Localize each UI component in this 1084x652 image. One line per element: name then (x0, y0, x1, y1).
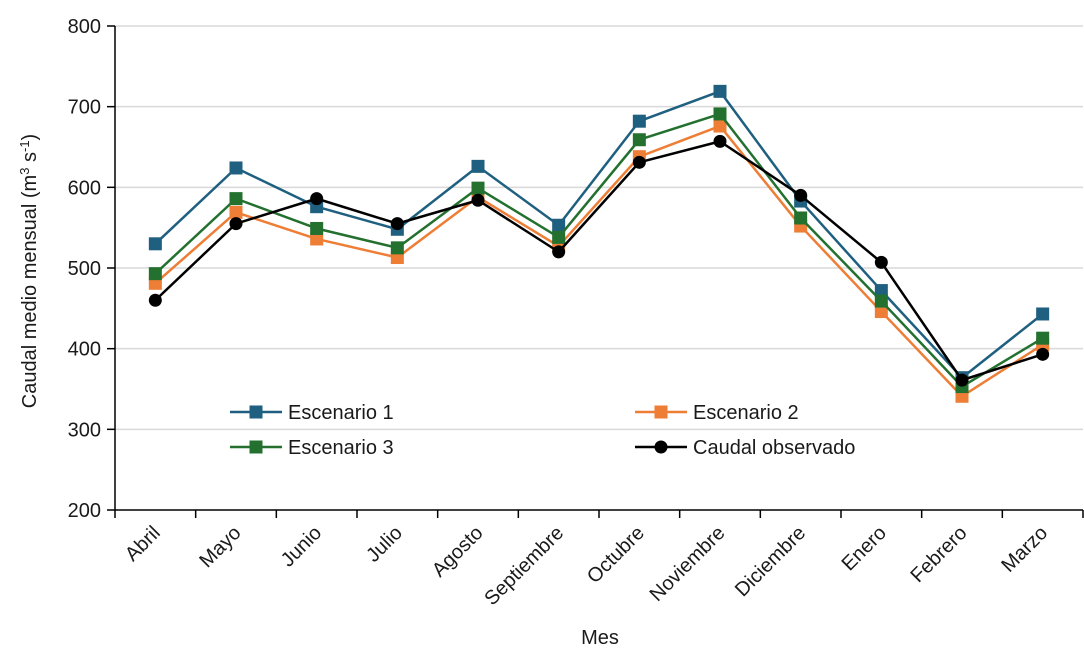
data-point (955, 373, 969, 387)
y-axis-title-main: Caudal medio mensual (m (19, 175, 41, 408)
data-point (794, 188, 808, 202)
data-point (632, 133, 646, 147)
data-point (310, 221, 324, 235)
data-point (390, 241, 404, 255)
series-2 (148, 119, 1050, 403)
data-point (1036, 347, 1050, 361)
series-line (154, 112, 1044, 388)
x-tick-label: Agosto (428, 522, 488, 582)
series-line (154, 124, 1044, 398)
data-point (471, 159, 485, 173)
legend-item: Escenario 1 (230, 402, 394, 424)
data-point (713, 107, 727, 121)
data-point (229, 205, 243, 219)
data-point (471, 193, 485, 207)
y-tick-label: 500 (68, 258, 101, 280)
data-point (390, 217, 404, 231)
data-point (148, 293, 162, 307)
data-point (713, 134, 727, 148)
x-axis-title: Mes (581, 627, 619, 649)
x-tick-label: Julio (362, 522, 407, 567)
data-point (713, 84, 727, 98)
data-point (1036, 307, 1050, 321)
data-point (552, 218, 566, 232)
legend-label: Escenario 3 (288, 437, 394, 459)
x-tick-label: Octubre (583, 522, 649, 588)
data-point (632, 155, 646, 169)
legend-label: Caudal observado (693, 437, 855, 459)
series-3 (148, 107, 1050, 394)
y-axis: 200 300 400 500 600 700 800 (68, 16, 116, 522)
data-point (148, 237, 162, 251)
x-tick-label: Febrero (906, 522, 971, 587)
x-tick-label: Abril (121, 522, 165, 566)
data-point (713, 119, 727, 133)
legend-marker (654, 440, 668, 454)
y-tick-label: 300 (68, 419, 101, 441)
y-axis-title: Caudal medio mensual (m3 s-1) (17, 134, 42, 408)
y-tick-label: 700 (68, 97, 101, 119)
y-axis-title-sup1: 3 (17, 168, 32, 175)
x-tick-label: Septiembre (480, 522, 568, 610)
legend-marker (249, 440, 263, 454)
x-tick-label: Junio (277, 522, 326, 571)
legend-label: Escenario 1 (288, 402, 394, 424)
legend-marker (249, 405, 263, 419)
data-point (552, 245, 566, 259)
x-tick-label: Mayo (195, 522, 245, 572)
data-point (310, 192, 324, 206)
series-layer (148, 84, 1050, 403)
y-axis-title-sup2: -1 (17, 140, 32, 152)
gridlines (115, 25, 1083, 431)
legend-marker (654, 405, 668, 419)
data-point (148, 267, 162, 281)
series-4 (148, 134, 1050, 387)
y-axis-title-mid: s (19, 152, 41, 168)
y-tick-label: 600 (68, 177, 101, 199)
data-point (632, 114, 646, 128)
data-point (229, 192, 243, 206)
series-line (154, 140, 1044, 382)
legend-item: Escenario 3 (230, 437, 394, 459)
data-point (471, 181, 485, 195)
data-point (874, 255, 888, 269)
data-point (874, 294, 888, 308)
data-point (874, 284, 888, 298)
x-tick-label: Marzo (997, 522, 1052, 577)
legend-item: Escenario 2 (635, 402, 799, 424)
data-point (229, 161, 243, 175)
series-1 (148, 84, 1050, 385)
y-tick-label: 200 (68, 500, 101, 522)
x-tick-label: Diciembre (731, 522, 810, 601)
data-point (229, 217, 243, 231)
y-tick-label: 800 (68, 16, 101, 38)
data-point (552, 230, 566, 244)
series-line (154, 90, 1044, 379)
x-tick-label: Noviembre (646, 522, 730, 606)
legend-item: Caudal observado (635, 437, 855, 459)
data-point (1036, 331, 1050, 345)
legend-label: Escenario 2 (693, 402, 799, 424)
data-point (794, 211, 808, 225)
y-axis-title-end: ) (19, 134, 41, 141)
y-tick-label: 400 (68, 339, 101, 361)
data-point (310, 232, 324, 246)
legend: Escenario 1 Escenario 2 Escenario 3 Caudal … (230, 402, 855, 459)
data-point (874, 305, 888, 319)
x-tick-label: Enero (838, 522, 891, 575)
